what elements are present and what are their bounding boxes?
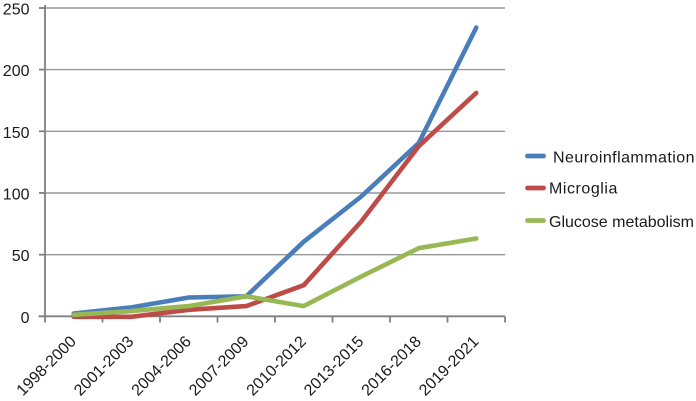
svg-text:2007-2009: 2007-2009 — [186, 333, 252, 399]
svg-text:0: 0 — [21, 310, 30, 327]
svg-text:2016-2018: 2016-2018 — [359, 333, 425, 399]
svg-text:2001-2003: 2001-2003 — [71, 333, 137, 399]
svg-text:2010-2012: 2010-2012 — [244, 333, 310, 399]
svg-text:150: 150 — [3, 125, 30, 142]
svg-text:1998-2000: 1998-2000 — [14, 333, 80, 399]
svg-text:Glucose metabolism: Glucose metabolism — [549, 214, 694, 231]
svg-text:Microglia: Microglia — [549, 181, 618, 198]
svg-text:200: 200 — [3, 63, 30, 80]
svg-text:2019-2021: 2019-2021 — [416, 333, 482, 399]
svg-text:50: 50 — [12, 248, 30, 265]
svg-text:2013-2015: 2013-2015 — [301, 333, 367, 399]
svg-text:2004-2006: 2004-2006 — [129, 333, 195, 399]
svg-text:Neuroinflammation: Neuroinflammation — [553, 150, 695, 167]
svg-text:100: 100 — [3, 187, 30, 204]
svg-text:250: 250 — [3, 2, 30, 19]
